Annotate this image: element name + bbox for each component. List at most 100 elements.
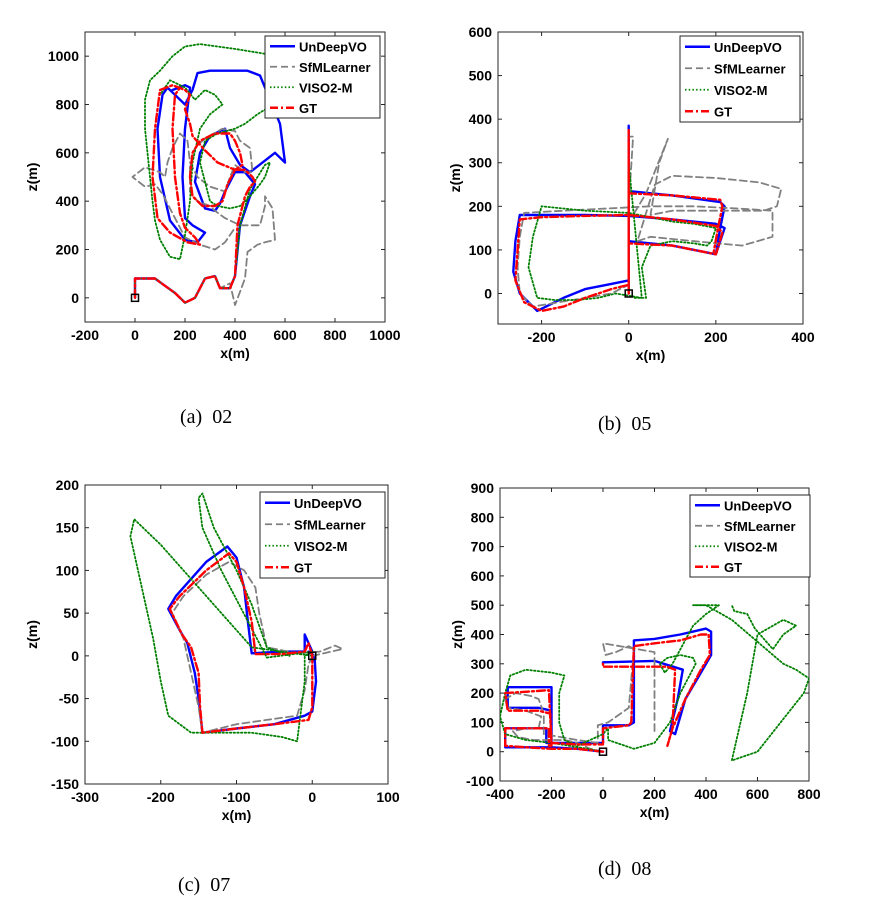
legend-label: VISO2-M: [294, 539, 347, 554]
x-tick-label: 800: [323, 327, 347, 343]
y-tick-label: 50: [63, 605, 79, 621]
caption-05: (b) 05: [598, 413, 652, 435]
legend-label: GT: [714, 104, 732, 119]
y-tick-label: 100: [471, 714, 495, 730]
legend-label: UnDeepVO: [724, 498, 792, 513]
y-tick-label: 800: [56, 97, 80, 113]
x-tick-label: -200: [528, 329, 556, 345]
x-tick-label: -200: [147, 789, 175, 805]
x-tick-label: 200: [643, 786, 667, 802]
legend-label: UnDeepVO: [294, 496, 362, 511]
y-tick-label: -50: [59, 691, 79, 707]
legend-label: UnDeepVO: [299, 39, 367, 54]
x-axis-label: x(m): [220, 345, 250, 361]
legend-label: SfMLearner: [714, 61, 786, 76]
chart-svg-05: -200 0 200 400 0 100 200 300 400 500 600 x(m) z(m) Un…: [447, 24, 815, 363]
chart-svg-02: -200 0 200 400 600 800 1000 0 200 400 600 800 1000 x(…: [24, 31, 401, 361]
y-tick-label: 100: [56, 562, 80, 578]
y-tick-label: 400: [471, 627, 495, 643]
y-tick-label: -150: [51, 776, 79, 792]
legend-label: GT: [299, 101, 317, 116]
legend-label: VISO2-M: [299, 80, 352, 95]
x-tick-label: 800: [797, 786, 821, 802]
x-tick-label: 400: [223, 327, 247, 343]
y-tick-label: 800: [471, 509, 495, 525]
y-tick-label: 1000: [48, 48, 79, 64]
series-line-viso2-m: [129, 492, 314, 743]
y-tick-label: 150: [56, 520, 80, 536]
y-axis-label: z(m): [449, 620, 465, 649]
series-line-gt: [168, 552, 314, 734]
y-tick-label: 300: [469, 155, 493, 171]
legend-label: SfMLearner: [294, 517, 366, 532]
series-group: [129, 492, 344, 743]
start-marker: [130, 293, 140, 303]
x-tick-label: 0: [625, 329, 633, 345]
x-tick-label: 600: [273, 327, 297, 343]
chart-panel-05: -200 0 200 400 0 100 200 300 400 500 600 x(m) z(m) Un…: [440, 0, 879, 456]
series-line-gt: [514, 128, 724, 313]
caption-07: (c) 07: [178, 874, 231, 896]
chart-panel-07: -300 -200 -100 0 100 -150 -100 -50 0 50 100 150 200 x…: [0, 456, 440, 912]
x-tick-label: 100: [376, 789, 400, 805]
legend-box: [259, 491, 386, 579]
y-tick-label: 400: [56, 193, 80, 209]
series-group: [512, 124, 783, 313]
series-line-viso2-m: [500, 604, 809, 762]
chart-panel-08: -400 -200 0 200 400 600 800 -100 0 100 200 300 400 50…: [440, 456, 879, 912]
y-tick-label: 0: [71, 290, 79, 306]
x-tick-label: 0: [599, 786, 607, 802]
y-tick-label: 700: [471, 539, 495, 555]
y-tick-label: 600: [471, 568, 495, 584]
x-tick-label: 200: [704, 329, 728, 345]
y-axis-label: z(m): [24, 620, 40, 649]
y-tick-label: 400: [469, 111, 493, 127]
x-tick-label: 600: [746, 786, 770, 802]
legend-label: SfMLearner: [299, 60, 371, 75]
series-line-sfmlearner: [504, 642, 656, 753]
start-marker: [624, 289, 633, 298]
x-tick-label: 400: [694, 786, 718, 802]
y-tick-label: 0: [484, 285, 492, 301]
x-tick-label: -400: [486, 786, 514, 802]
y-tick-label: -100: [466, 773, 494, 789]
y-axis-label: z(m): [447, 164, 463, 193]
chart-panel-02: -200 0 200 400 600 800 1000 0 200 400 600 800 1000 x(…: [0, 0, 440, 456]
legend-label: GT: [294, 560, 312, 575]
series-line-viso2-m: [527, 161, 717, 301]
y-tick-label: 200: [471, 685, 495, 701]
y-tick-label: 0: [71, 648, 79, 664]
start-marker: [598, 747, 608, 756]
plot-area: [497, 31, 804, 325]
y-tick-label: 200: [56, 477, 80, 493]
y-tick-label: 300: [471, 656, 495, 672]
x-tick-label: -100: [222, 789, 250, 805]
caption-02: (a) 02: [180, 406, 233, 428]
y-tick-label: -100: [51, 733, 79, 749]
x-tick-label: 1000: [369, 327, 400, 343]
legend-label: VISO2-M: [724, 539, 777, 554]
series-line-gt: [504, 633, 712, 753]
legend-label: GT: [724, 560, 742, 575]
x-tick-label: -200: [71, 327, 99, 343]
legend-box: [264, 35, 381, 119]
y-tick-label: 200: [469, 198, 493, 214]
y-tick-label: 500: [471, 597, 495, 613]
x-axis-label: x(m): [222, 807, 252, 823]
series-group: [500, 604, 809, 762]
y-tick-label: 0: [486, 744, 494, 760]
series-line-sfmlearner: [516, 135, 783, 308]
series-line-sfmlearner: [131, 127, 276, 306]
x-tick-label: 0: [308, 789, 316, 805]
series-line-gt: [133, 84, 257, 304]
legend-box: [689, 494, 811, 578]
y-tick-label: 500: [469, 68, 493, 84]
y-tick-label: 100: [469, 242, 493, 258]
x-tick-label: 200: [173, 327, 197, 343]
x-axis-label: x(m): [640, 804, 670, 820]
start-marker: [308, 651, 317, 661]
x-tick-label: 0: [131, 327, 139, 343]
legend-label: UnDeepVO: [714, 40, 782, 55]
legend-label: VISO2-M: [714, 83, 767, 98]
x-tick-label: -300: [71, 789, 99, 805]
